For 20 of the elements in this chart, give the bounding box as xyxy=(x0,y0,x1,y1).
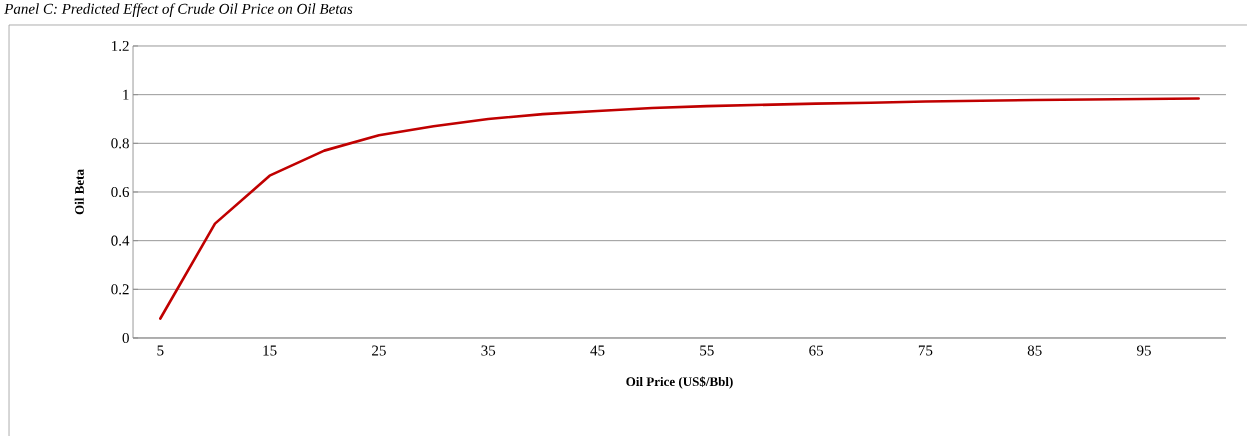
y-tick-label: 1.2 xyxy=(112,40,129,52)
y-tick-label: 0.6 xyxy=(111,186,130,198)
x-tick-label: 25 xyxy=(372,345,386,356)
y-tick-label: 0.2 xyxy=(111,284,129,295)
y-tick-label: 0 xyxy=(122,332,129,344)
x-tick-label: 15 xyxy=(263,345,277,356)
x-tick-label: 85 xyxy=(1027,345,1042,356)
chart-title: Panel C: Predicted Effect of Crude Oil Price on Oil Betas xyxy=(4,3,353,17)
x-axis-title: Oil Price (US$/Bbl) xyxy=(626,376,733,389)
x-tick-label: 45 xyxy=(590,345,605,356)
x-tick-label: 95 xyxy=(1137,345,1151,356)
y-tick-label: 0.4 xyxy=(111,235,130,246)
y-tick-label: 1 xyxy=(123,89,129,100)
y-axis-title: Oil Beta xyxy=(74,169,84,215)
x-tick-label: 5 xyxy=(157,345,164,356)
x-tick-label: 75 xyxy=(918,345,933,356)
x-tick-label: 35 xyxy=(481,345,496,356)
x-tick-label: 65 xyxy=(809,345,824,356)
y-tick-label: 0.8 xyxy=(111,138,129,149)
x-tick-label: 55 xyxy=(700,345,714,356)
